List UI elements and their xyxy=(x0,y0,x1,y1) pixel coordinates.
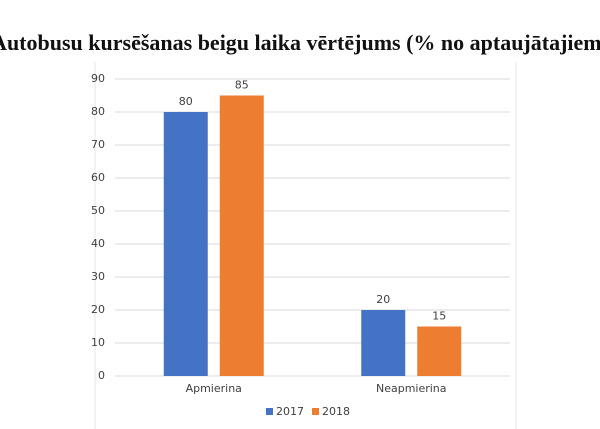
data-label: 15 xyxy=(432,310,446,323)
bar xyxy=(417,326,462,376)
x-tick-label: Neapmierina xyxy=(376,382,447,395)
y-tick-label: 80 xyxy=(91,105,105,118)
legend-swatch xyxy=(312,408,319,415)
y-tick-label: 90 xyxy=(91,72,105,85)
x-tick-label: Apmierina xyxy=(186,382,242,395)
bar xyxy=(219,95,264,376)
y-tick-label: 10 xyxy=(91,336,105,349)
y-tick-label: 0 xyxy=(98,369,105,382)
bar xyxy=(163,112,208,376)
chart-title: Autobusu kursēšanas beigu laika vērtējum… xyxy=(0,30,600,55)
data-label: 20 xyxy=(376,293,390,306)
y-tick-label: 30 xyxy=(91,270,105,283)
y-tick-label: 50 xyxy=(91,204,105,217)
data-label: 85 xyxy=(235,79,249,92)
legend-label: 2018 xyxy=(322,405,350,418)
data-label: 80 xyxy=(179,95,193,108)
bar xyxy=(361,310,406,376)
y-tick-label: 70 xyxy=(91,138,105,151)
legend-label: 2017 xyxy=(276,405,304,418)
y-tick-label: 20 xyxy=(91,303,105,316)
legend-swatch xyxy=(266,408,273,415)
y-tick-label: 40 xyxy=(91,237,105,250)
y-tick-label: 60 xyxy=(91,171,105,184)
